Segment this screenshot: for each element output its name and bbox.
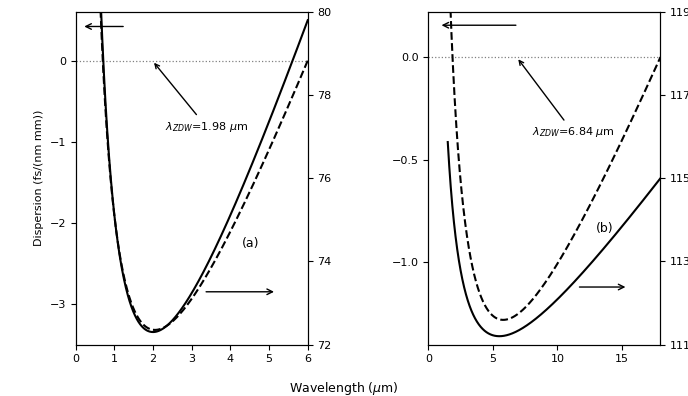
Y-axis label: Dispersion (fs/(nm mm)): Dispersion (fs/(nm mm)) <box>34 110 44 246</box>
Text: (a): (a) <box>242 237 259 250</box>
Text: $\lambda_{ZDW}$=6.84 $\mu$m: $\lambda_{ZDW}$=6.84 $\mu$m <box>519 61 614 139</box>
Text: (b): (b) <box>596 222 614 234</box>
Text: Wavelength ($\mu$m): Wavelength ($\mu$m) <box>289 380 399 396</box>
Text: $\lambda_{ZDW}$=1.98 $\mu$m: $\lambda_{ZDW}$=1.98 $\mu$m <box>155 64 248 133</box>
